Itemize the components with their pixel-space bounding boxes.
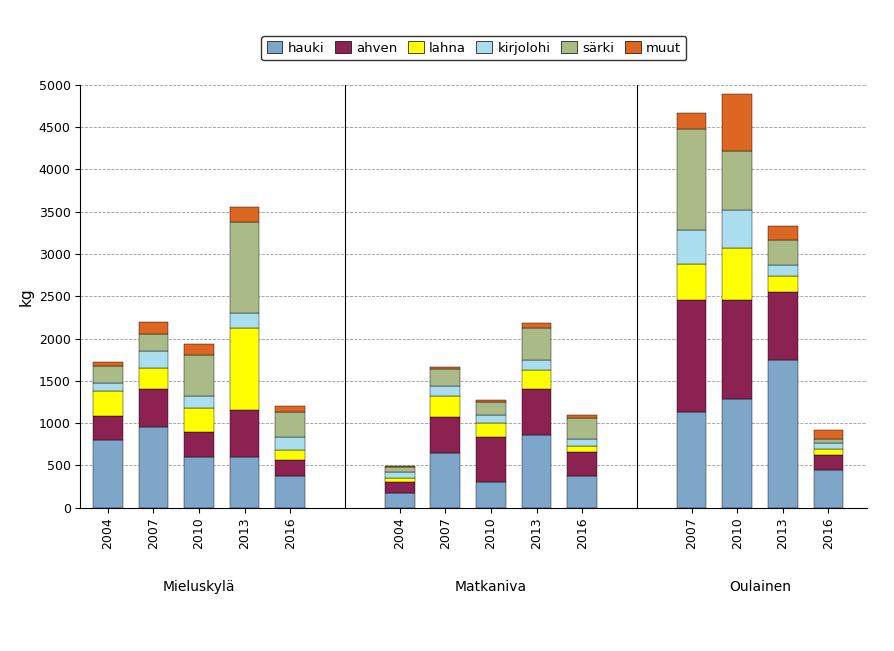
Bar — [184, 355, 214, 396]
Bar — [814, 470, 843, 508]
Bar — [230, 222, 259, 312]
Bar — [768, 276, 797, 292]
Bar — [385, 478, 415, 482]
Bar — [230, 457, 259, 508]
Bar — [431, 386, 460, 396]
Bar — [275, 450, 305, 460]
Text: Matkaniva: Matkaniva — [455, 580, 527, 594]
Bar — [385, 466, 415, 467]
Bar — [477, 400, 506, 402]
Bar — [522, 389, 552, 435]
Bar — [93, 362, 122, 367]
Bar — [184, 396, 214, 408]
Bar — [431, 396, 460, 417]
Bar — [477, 482, 506, 508]
Bar — [431, 417, 460, 453]
Bar — [230, 328, 259, 409]
Bar — [184, 344, 214, 355]
Bar — [768, 265, 797, 276]
Bar — [522, 327, 552, 359]
Bar — [385, 467, 415, 472]
Legend: hauki, ahven, lahna, kirjolohi, särki, muut: hauki, ahven, lahna, kirjolohi, särki, m… — [261, 36, 687, 60]
Bar — [385, 472, 415, 478]
Bar — [477, 402, 506, 415]
Bar — [230, 409, 259, 457]
Bar — [677, 113, 706, 129]
Bar — [93, 417, 122, 440]
Text: Mieluskylä: Mieluskylä — [163, 580, 235, 594]
Bar — [93, 367, 122, 383]
Bar — [139, 322, 168, 335]
Bar — [768, 227, 797, 240]
Bar — [477, 437, 506, 482]
Bar — [677, 264, 706, 301]
Bar — [677, 230, 706, 264]
Bar — [184, 408, 214, 432]
Bar — [275, 476, 305, 508]
Y-axis label: kg: kg — [18, 287, 33, 305]
Bar — [275, 460, 305, 476]
Bar — [768, 240, 797, 265]
Bar — [230, 207, 259, 222]
Bar — [275, 406, 305, 411]
Bar — [814, 439, 843, 443]
Bar — [275, 437, 305, 450]
Bar — [522, 359, 552, 370]
Bar — [722, 94, 752, 152]
Bar — [139, 428, 168, 508]
Bar — [568, 415, 597, 418]
Bar — [230, 312, 259, 328]
Bar — [431, 369, 460, 386]
Bar — [477, 423, 506, 437]
Bar — [522, 435, 552, 508]
Bar — [139, 335, 168, 352]
Bar — [677, 412, 706, 508]
Bar — [184, 457, 214, 508]
Bar — [522, 324, 552, 327]
Bar — [431, 367, 460, 369]
Text: Oulainen: Oulainen — [729, 580, 791, 594]
Bar — [722, 210, 752, 248]
Bar — [275, 411, 305, 437]
Bar — [814, 449, 843, 455]
Bar — [768, 292, 797, 359]
Bar — [722, 301, 752, 400]
Bar — [568, 452, 597, 476]
Bar — [93, 383, 122, 391]
Bar — [677, 300, 706, 412]
Bar — [431, 453, 460, 508]
Bar — [814, 430, 843, 439]
Bar — [677, 129, 706, 230]
Bar — [722, 248, 752, 301]
Bar — [139, 368, 168, 389]
Bar — [568, 476, 597, 508]
Bar — [139, 389, 168, 428]
Bar — [385, 493, 415, 508]
Bar — [722, 400, 752, 508]
Bar — [477, 415, 506, 423]
Bar — [814, 443, 843, 449]
Bar — [568, 439, 597, 445]
Bar — [768, 359, 797, 508]
Bar — [139, 352, 168, 368]
Bar — [568, 418, 597, 439]
Bar — [184, 432, 214, 457]
Bar — [93, 391, 122, 417]
Bar — [814, 455, 843, 470]
Bar — [722, 152, 752, 210]
Bar — [93, 440, 122, 508]
Bar — [522, 370, 552, 389]
Bar — [385, 482, 415, 493]
Bar — [568, 445, 597, 452]
